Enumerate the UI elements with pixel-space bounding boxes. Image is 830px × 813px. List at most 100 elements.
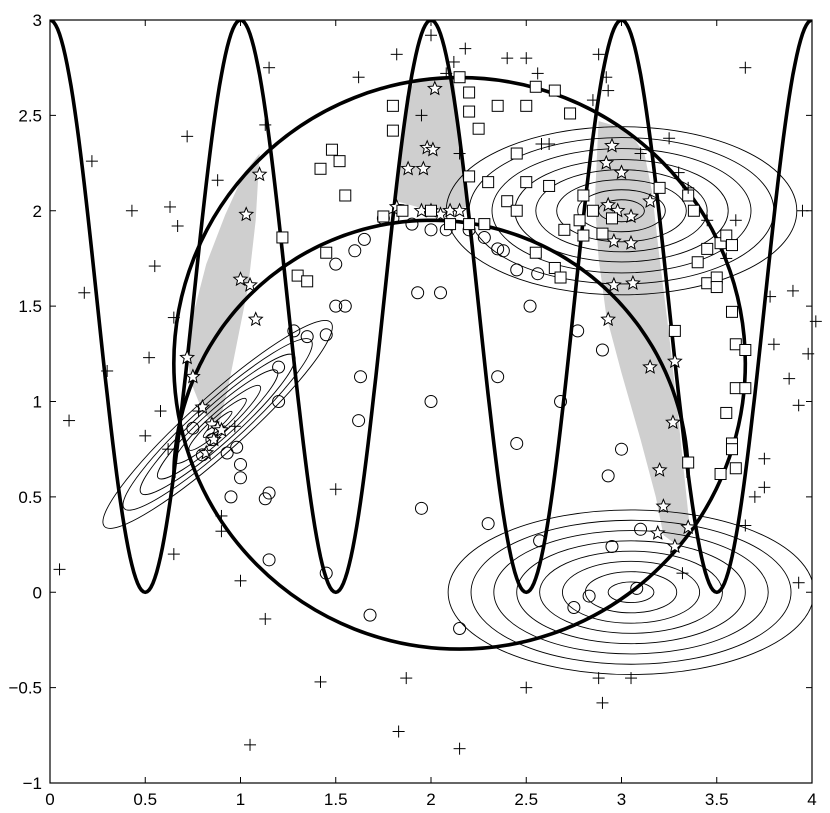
x-tick-label: 3 xyxy=(617,790,626,809)
plus-point xyxy=(739,519,752,532)
y-tick-label: 0.5 xyxy=(18,488,42,507)
square-point xyxy=(691,256,704,269)
square-point xyxy=(577,189,590,202)
plus-point xyxy=(634,147,647,160)
x-tick-label: 2 xyxy=(426,790,435,809)
circle-point xyxy=(434,286,448,300)
plus-point xyxy=(53,563,66,576)
square-point xyxy=(520,176,533,189)
star-point xyxy=(451,202,468,218)
square-point xyxy=(543,179,556,192)
plus-point xyxy=(63,414,76,427)
circle-point xyxy=(186,421,200,435)
plus-point xyxy=(676,567,689,580)
plus-point xyxy=(125,204,138,217)
plus-point xyxy=(501,52,514,65)
contour-line xyxy=(156,369,279,480)
plus-point xyxy=(85,155,98,168)
x-tick-label: 0 xyxy=(45,790,54,809)
circle-point xyxy=(571,324,585,338)
square-point xyxy=(548,84,561,97)
square-point xyxy=(729,462,742,475)
plus-point xyxy=(164,200,177,213)
contour-line xyxy=(491,148,752,274)
circle-point xyxy=(523,299,537,313)
plus-point xyxy=(453,147,466,160)
circle-point xyxy=(352,414,366,428)
circle-point xyxy=(319,328,333,342)
x-tick-label: 4 xyxy=(807,790,816,809)
square-point xyxy=(701,242,714,255)
y-tick-label: 3 xyxy=(33,11,42,30)
plus-point xyxy=(148,260,161,273)
plus-point xyxy=(720,252,733,265)
circle-point xyxy=(601,469,615,483)
star-point xyxy=(642,358,658,374)
square-point xyxy=(564,107,577,120)
circle-point xyxy=(582,589,596,603)
plus-point xyxy=(415,109,428,122)
star-point xyxy=(613,164,630,180)
square-point xyxy=(510,147,523,160)
plus-point xyxy=(259,118,272,131)
plus-point xyxy=(143,351,156,364)
star-point xyxy=(605,233,622,248)
circle-point xyxy=(481,517,495,531)
square-point xyxy=(463,86,476,99)
plus-point xyxy=(602,84,615,97)
plus-point xyxy=(596,696,609,709)
circle-point xyxy=(262,553,276,567)
plus-point xyxy=(729,214,742,227)
plus-point xyxy=(786,284,799,297)
plus-point xyxy=(329,483,342,496)
contour-line xyxy=(607,581,655,604)
plus-point xyxy=(244,738,257,751)
plus-point xyxy=(154,405,167,418)
circle-point xyxy=(531,267,545,281)
square-point xyxy=(325,143,338,156)
plus-point xyxy=(390,48,403,61)
square-point xyxy=(586,204,599,217)
plus-point xyxy=(162,443,175,456)
circle-point xyxy=(411,286,425,300)
square-point xyxy=(668,324,681,337)
square-point xyxy=(573,214,586,227)
plus-point xyxy=(767,338,780,351)
star-point xyxy=(415,160,432,176)
star-point xyxy=(238,206,255,222)
shaded-region xyxy=(187,153,260,429)
square-point xyxy=(529,246,542,259)
star-point xyxy=(198,444,215,460)
plus-point xyxy=(459,42,472,55)
circle-point xyxy=(230,440,244,454)
plus-point xyxy=(447,55,460,68)
square-point xyxy=(463,170,476,183)
star-point xyxy=(680,519,697,535)
circle-point xyxy=(329,299,343,313)
circle-point xyxy=(605,539,619,553)
plus-point xyxy=(682,181,695,194)
plus-point xyxy=(425,29,437,42)
plus-point xyxy=(748,490,761,503)
square-point xyxy=(725,305,738,318)
plus-point xyxy=(672,166,685,179)
circle-point xyxy=(357,232,371,246)
circle-point xyxy=(424,395,438,408)
star-point xyxy=(600,311,617,327)
circle-point xyxy=(567,601,581,615)
plus-point xyxy=(739,61,752,74)
plus-point xyxy=(211,174,224,187)
star-point xyxy=(232,271,249,287)
star-point xyxy=(605,276,622,292)
x-tick-label: 0.5 xyxy=(133,790,157,809)
plus-point xyxy=(520,681,533,694)
square-point xyxy=(596,227,609,240)
square-point xyxy=(520,99,533,112)
star-point xyxy=(625,274,641,290)
square-point xyxy=(386,99,399,112)
x-tick-label: 1.5 xyxy=(324,790,348,809)
circle-point xyxy=(453,621,467,635)
circle-point xyxy=(272,360,286,374)
circle-point xyxy=(496,244,510,258)
